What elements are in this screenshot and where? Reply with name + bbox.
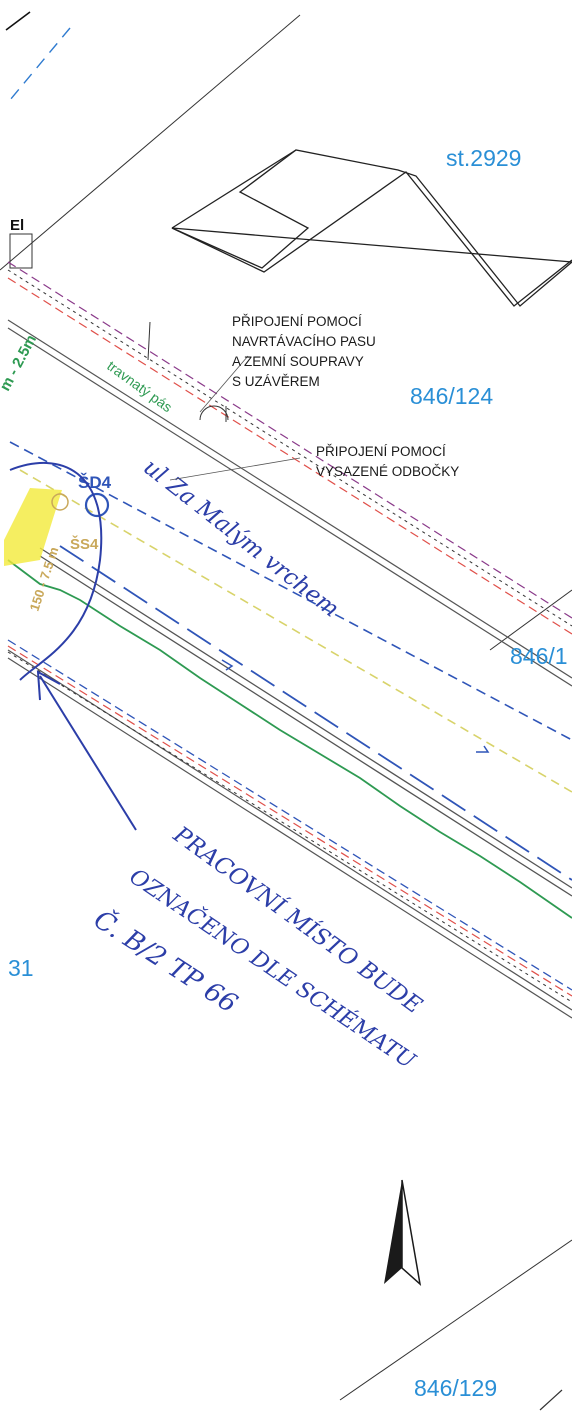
flow-arrow-icon bbox=[221, 659, 234, 671]
road-edge bbox=[39, 555, 572, 897]
water-node bbox=[51, 493, 69, 511]
property-edge bbox=[7, 319, 572, 679]
road-edge bbox=[39, 547, 572, 889]
parcel-boundary-line bbox=[0, 14, 301, 271]
building-outline bbox=[171, 149, 572, 307]
el-box bbox=[9, 233, 33, 269]
parcel-label-846-129: 846/129 bbox=[414, 1375, 497, 1401]
manhole-label-ss4: ŠS4 bbox=[70, 535, 99, 553]
property-edge bbox=[7, 649, 572, 1011]
yellow-dashed-water bbox=[19, 469, 572, 793]
manhole-label-sd4: ŠD4 bbox=[78, 473, 112, 492]
blue-dashed-sewer bbox=[9, 441, 572, 741]
parcel-label-846-124: 846/124 bbox=[410, 383, 493, 409]
building-outline bbox=[171, 171, 572, 307]
yellow-highlight bbox=[4, 488, 62, 566]
street-label: ul Za Malým vrchem bbox=[138, 454, 343, 622]
long-dash-blue bbox=[59, 545, 572, 881]
north-arrow-icon bbox=[384, 1179, 422, 1286]
flow-arrow-icon bbox=[476, 745, 490, 753]
note-line: NAVRTÁVACÍHO PASU bbox=[232, 334, 376, 349]
parcel-boundary-line bbox=[539, 1389, 563, 1411]
note-line: A ZEMNÍ SOUPRAVY bbox=[232, 354, 364, 369]
corner-line bbox=[5, 11, 31, 31]
building-outline bbox=[171, 149, 297, 229]
parcel-label-846-1: 846/1 bbox=[510, 643, 568, 669]
black-dashed-lower bbox=[7, 651, 572, 1003]
manhole-circle bbox=[84, 492, 110, 518]
parcel-label-31: 31 bbox=[8, 955, 34, 981]
note-line: PŘIPOJENÍ POMOCÍ bbox=[232, 314, 362, 329]
note-line: PŘIPOJENÍ POMOCÍ bbox=[316, 444, 446, 459]
red-dashed-lower bbox=[7, 645, 572, 997]
leader-line bbox=[169, 457, 301, 481]
hand-arrow-line bbox=[39, 675, 137, 831]
valve-symbol bbox=[199, 405, 229, 421]
parcel-boundary-line bbox=[489, 589, 572, 651]
note-line: S UZÁVĚREM bbox=[232, 374, 320, 389]
parcel-boundary-line bbox=[339, 1239, 572, 1401]
property-edge bbox=[7, 327, 572, 687]
blue-dashed-lower bbox=[7, 639, 572, 991]
hand-drawn-curve bbox=[9, 462, 103, 681]
dashed-boundary bbox=[9, 27, 71, 101]
grass-strip-label: travnatý pás bbox=[104, 357, 175, 415]
leader-line bbox=[199, 355, 249, 413]
black-dashed-utility bbox=[7, 269, 572, 627]
property-edge bbox=[7, 657, 572, 1019]
note-line: VYSAZENÉ ODBOČKY bbox=[316, 464, 459, 479]
green-dimension-label: m - 2.5m bbox=[0, 332, 40, 394]
el-label: El bbox=[10, 217, 24, 234]
marker-line bbox=[147, 321, 151, 361]
green-utility-line bbox=[7, 559, 572, 919]
hand-arrow-head bbox=[36, 670, 61, 701]
parcel-label-st2929: st.2929 bbox=[446, 145, 521, 171]
